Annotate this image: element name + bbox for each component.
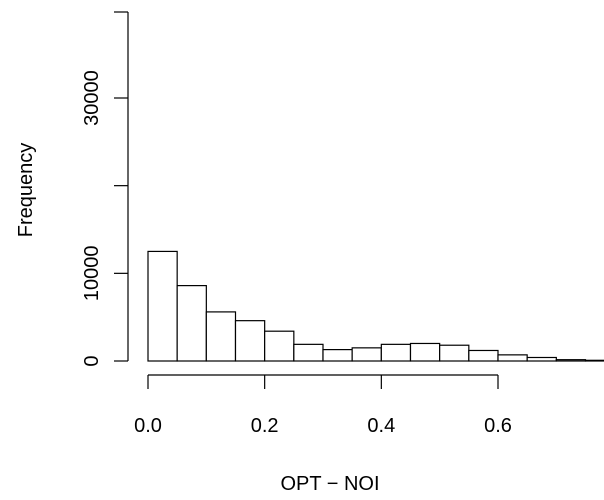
y-tick-label: 0 [81,355,103,366]
x-tick-label: 0.0 [134,415,162,437]
histogram-bar [264,330,295,362]
histogram-bar [205,311,237,362]
bars-group [147,250,604,362]
histogram-bar [584,359,604,362]
histogram-bar [497,354,528,362]
y-tick-label: 30000 [81,70,103,126]
histogram-bar [176,285,207,362]
histogram-bar [409,342,441,362]
histogram-bar [322,349,353,362]
histogram-bar [351,347,382,362]
histogram-bar [234,320,266,362]
histogram-bar [293,343,324,362]
y-axis: 0 10000 30000 [81,11,129,367]
histogram-bar [147,250,178,362]
x-tick-label: 0.6 [484,415,512,437]
y-axis-label: Frequency [15,143,37,238]
x-axis: 0.0 0.2 0.4 0.6 [134,374,512,437]
histogram-bar [468,349,499,362]
x-tick-label: 0.2 [251,415,279,437]
histogram-bar [555,359,587,362]
x-tick-label: 0.4 [367,415,395,437]
x-axis-label: OPT − NOI [280,473,379,495]
histogram-bar [526,356,557,362]
histogram-bar [439,344,470,362]
y-tick-label: 10000 [81,246,103,302]
histogram-bar [380,343,412,362]
